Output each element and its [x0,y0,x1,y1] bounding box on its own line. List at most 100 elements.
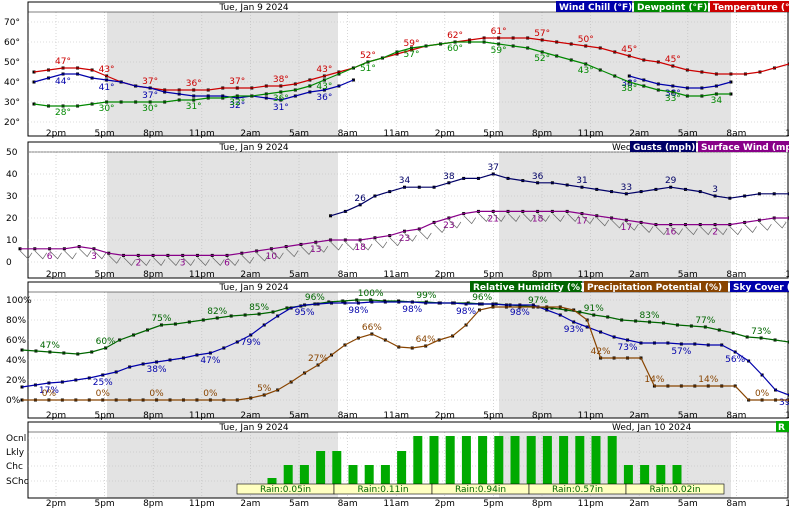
data-label: 0% [203,389,218,399]
data-label: 36 [532,172,544,182]
data-label: 62° [447,31,463,41]
rain-bar [478,436,488,484]
y-tick-label: 0 [6,258,12,268]
data-label: 38% [147,365,167,375]
x-tick-label: 11am [383,499,409,508]
data-label: 38° [665,89,681,99]
x-tick-label: 8pm [532,270,552,280]
y-tick-label: 10 [6,236,18,246]
data-label: 38° [621,79,637,89]
rain-amount: Rain:0.02in [649,485,700,495]
data-label: 98% [348,306,368,316]
data-label: 98% [456,307,476,317]
night-band-0-1 [499,12,731,136]
data-label: 23 [399,234,410,244]
wind-barb [315,243,329,253]
x-tick-label: 11pm [578,129,604,139]
data-label: 47% [40,341,60,351]
data-point [351,78,355,82]
x-tick-label: 2pm [46,499,66,508]
data-label: 50° [578,35,594,45]
x-tick-label: 5am [678,411,698,421]
data-label: 34 [399,176,411,186]
y-tick-label: Lkly [6,448,25,458]
data-label: 73% [618,343,638,353]
y-tick-label: 40 [6,170,18,180]
legend-swatch [584,281,728,292]
data-label: 3 [712,185,718,195]
data-label: 31° [186,102,202,112]
x-tick-label: 5pm [483,270,503,280]
wind-barb [670,226,683,236]
wind-barb [640,224,654,233]
rain-bar [640,465,650,484]
wind-barb [581,215,595,225]
data-label: 95% [295,308,315,318]
rain-bar [494,436,504,484]
x-tick-label: 8am [338,411,358,421]
series-line [33,41,731,107]
data-label: 0% [96,389,111,399]
data-label: 99% [416,291,436,301]
x-tick-label: 2pm [46,129,66,139]
rain-bar [283,465,293,484]
legend-swatch [698,141,789,152]
rain-bar [672,465,682,484]
data-label: 30° [142,104,158,114]
x-tick-label: 5pm [94,129,114,139]
x-tick-label: 11 [785,129,789,139]
y-tick-label: 30° [4,98,20,108]
data-label: 52° [360,51,376,61]
x-tick-label: 5am [289,270,309,280]
legend-entry: Surface Wind (mp [701,143,789,153]
x-tick-label: 2pm [46,270,66,280]
legend-swatch [776,421,789,432]
y-tick-label: 50° [4,58,20,68]
x-tick-label: 5pm [483,129,503,139]
data-label: 43° [316,82,332,92]
x-tick-label: 11 [785,270,789,280]
x-tick-label: 8pm [532,411,552,421]
data-label: 17 [621,223,632,233]
rain-bar [413,436,423,484]
y-tick-label: SChc [6,477,29,487]
wind-barb [138,257,151,266]
data-label: 37° [142,77,158,87]
wind-barb [685,226,698,236]
wind-barb [404,232,417,242]
data-label: 57% [671,347,691,357]
data-label: 38 [443,172,455,182]
x-tick-label: 11am [383,270,409,280]
data-label: 100% [358,289,384,299]
data-label: 37 [488,163,499,173]
data-label: 93% [564,325,584,335]
date-label: Tue, Jan 9 2024 [218,423,289,433]
data-label: 36° [316,93,332,103]
data-label: 31° [273,103,289,113]
legend-entry: Dewpoint (°F) [637,3,707,13]
data-label: 96% [305,293,325,303]
x-tick-label: 2am [240,499,260,508]
night-band-2-0 [107,292,338,418]
rain-bar [542,436,552,484]
data-label: 42% [591,347,611,357]
date-label: Tue, Jan 9 2024 [218,3,289,13]
data-label: 59° [404,39,420,49]
data-label: 60° [447,44,463,54]
x-tick-label: 2pm [435,499,455,508]
data-label: 82% [207,307,227,317]
rain-bar [526,436,536,484]
data-label: 59° [491,46,507,56]
data-label: 0% [149,389,164,399]
data-label: 0% [42,389,57,399]
rain-bar [461,436,471,484]
rain-bar [623,465,633,484]
data-label: 21 [488,214,499,224]
data-label: 30° [99,104,115,114]
x-tick-label: 5pm [94,270,114,280]
data-label: 16 [665,228,677,238]
wind-barb [552,213,565,222]
wind-barb [433,224,447,233]
y-tick-label: 30 [6,192,18,202]
wind-barb [463,215,476,225]
